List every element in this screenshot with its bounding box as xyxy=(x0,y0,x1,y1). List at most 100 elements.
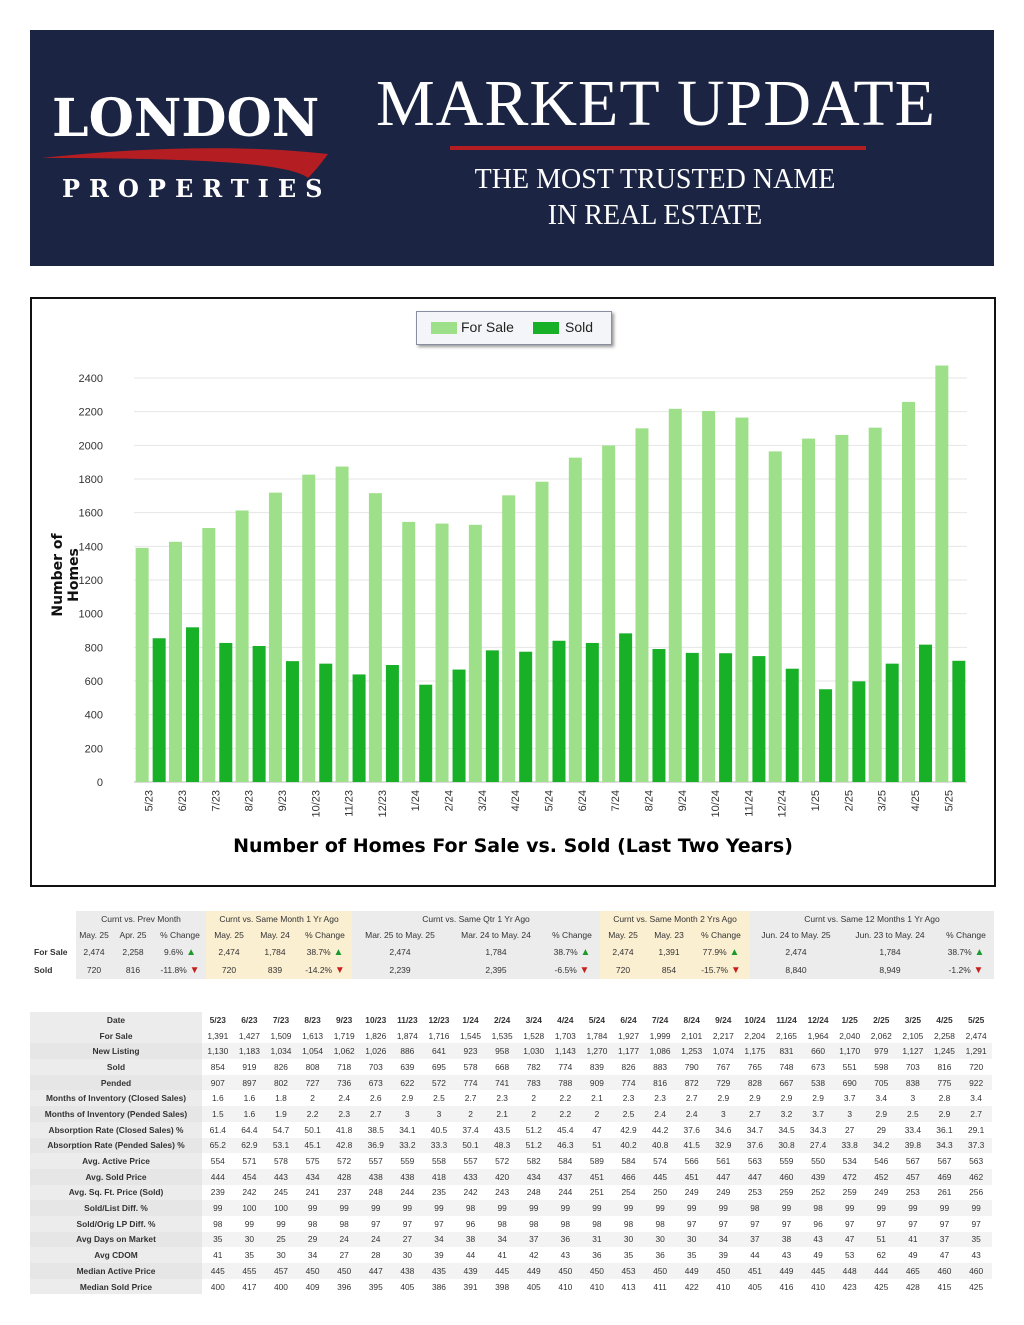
x-tick-label: 2/25 xyxy=(843,790,855,811)
table-cell: 44 xyxy=(750,1250,760,1261)
table-cell: 49 xyxy=(908,1250,918,1261)
table-cell: 51 xyxy=(581,1137,613,1154)
table-cell: 782 xyxy=(526,1061,541,1072)
date-column-header: 2/24 xyxy=(493,1014,511,1025)
table-row: Absorption Rate (Pended Sales) % 65.2 62.9… xyxy=(30,1137,992,1154)
table-cell: 449 xyxy=(675,1263,708,1279)
table-cell: 30 xyxy=(644,1231,676,1248)
logo-main-text: LONDON xyxy=(52,88,320,149)
date-column-header: 7/24 xyxy=(651,1014,669,1025)
comparison-cell: 1,784 xyxy=(842,943,938,961)
table-cell: 35 xyxy=(623,1250,634,1261)
date-column-header: 4/24 xyxy=(557,1014,574,1025)
table-cell: 98 xyxy=(213,1218,223,1229)
table-cell: 30 xyxy=(402,1250,413,1261)
y-tick-label: 2200 xyxy=(79,407,103,419)
table-cell: 99 xyxy=(928,1200,961,1216)
arrow-up-icon: ▲ xyxy=(726,946,740,958)
table-cell: 460 xyxy=(928,1263,961,1279)
table-cell: 249 xyxy=(716,1187,731,1198)
table-cell: 1,545 xyxy=(460,1030,482,1041)
table-cell: 1,026 xyxy=(359,1043,392,1060)
table-cell: 563 xyxy=(747,1156,762,1167)
subheader-cell: Mar. 24 to May. 24 xyxy=(448,927,544,943)
table-cell: 727 xyxy=(296,1074,329,1091)
table-cell: 2,040 xyxy=(839,1030,861,1041)
table-cell: 1,999 xyxy=(649,1030,671,1041)
table-cell: 99 xyxy=(581,1200,613,1216)
table-cell: 243 xyxy=(495,1187,510,1198)
logo-swoosh-icon xyxy=(42,148,328,178)
table-cell: 443 xyxy=(265,1168,297,1185)
x-tick-label: 12/23 xyxy=(377,790,389,818)
bar-for-sale xyxy=(568,457,582,782)
table-cell: 1,177 xyxy=(612,1043,645,1060)
table-cell: 51.2 xyxy=(517,1137,550,1154)
comparison-cell: 38.7% ▲ xyxy=(938,943,994,961)
header-banner: LONDON PROPERTIES MARKET UPDATE THE MOST… xyxy=(30,30,994,266)
date-column-header: 10/23 xyxy=(365,1014,387,1025)
row-label: Absorption Rate (Closed Sales) % xyxy=(30,1121,202,1138)
table-cell: 98 xyxy=(529,1218,539,1229)
table-cell: 30 xyxy=(612,1231,645,1248)
table-cell: 673 xyxy=(811,1061,826,1072)
bar-for-sale xyxy=(602,445,616,782)
comparison-cell: 720 xyxy=(600,961,646,979)
subheader-cell: % Change xyxy=(544,927,600,943)
subheader-cell: % Change xyxy=(154,927,206,943)
x-tick-label: 11/24 xyxy=(743,790,755,817)
x-tick-label: 4/24 xyxy=(510,790,522,811)
row-label: For Sale xyxy=(34,947,68,957)
table-cell: 43 xyxy=(781,1250,792,1261)
x-tick-label: 3/24 xyxy=(477,790,489,811)
table-cell: 802 xyxy=(265,1074,297,1091)
table-cell: 98 xyxy=(802,1200,834,1216)
table-cell: 1,291 xyxy=(960,1043,992,1060)
table-cell: 774 xyxy=(612,1074,645,1091)
bar-sold xyxy=(952,660,966,782)
table-cell: 33.8 xyxy=(833,1137,866,1154)
table-cell: 748 xyxy=(779,1061,794,1072)
row-label: Sold xyxy=(30,1059,202,1075)
table-cell: 451 xyxy=(675,1168,708,1185)
group-header: Curnt vs. Prev Month xyxy=(76,911,206,927)
bar-for-sale xyxy=(835,434,849,782)
table-cell: 44 xyxy=(465,1250,476,1261)
table-cell: 705 xyxy=(865,1074,898,1091)
table-cell: 922 xyxy=(960,1074,992,1091)
table-cell: 2,165 xyxy=(776,1030,797,1041)
table-cell: 249 xyxy=(684,1187,699,1198)
table-cell: 400 xyxy=(273,1281,288,1292)
x-tick-label: 9/24 xyxy=(677,790,689,811)
bar-for-sale xyxy=(868,427,882,782)
table-cell: 3 xyxy=(423,1106,455,1122)
table-cell: 97 xyxy=(876,1218,886,1229)
table-cell: 872 xyxy=(675,1074,708,1091)
table-cell: 27.4 xyxy=(802,1137,834,1154)
legend-swatch-sold xyxy=(533,322,559,334)
table-row: New Listing 1,130 1,183 1,034 1,054 1,062 1,02… xyxy=(30,1043,992,1060)
comparison-cell: 77.9% ▲ xyxy=(692,943,750,961)
market-detail-table: Date 5/23 6/23 7/23 8/23 9/23 10/23 11/23 12/23… xyxy=(30,1012,992,1295)
table-cell: 1,826 xyxy=(365,1030,387,1041)
table-cell: 39 xyxy=(434,1250,444,1261)
table-cell: 775 xyxy=(928,1074,961,1091)
x-tick-label: 4/25 xyxy=(910,790,922,811)
x-tick-label: 9/23 xyxy=(277,790,289,811)
table-cell: 40.2 xyxy=(612,1137,645,1154)
table-cell: 1,183 xyxy=(233,1043,266,1060)
x-tick-label: 10/24 xyxy=(710,790,722,818)
table-cell: 420 xyxy=(486,1168,518,1185)
bar-for-sale xyxy=(935,365,949,782)
table-cell: 53 xyxy=(845,1250,855,1261)
table-cell: 452 xyxy=(865,1168,898,1185)
table-cell: 2,258 xyxy=(933,1030,955,1041)
table-cell: 2.4 xyxy=(338,1093,350,1104)
row-label: Sold/List Diff. % xyxy=(30,1200,202,1216)
x-tick-label: 5/25 xyxy=(943,790,955,811)
comparison-cell: 9.6% ▲ xyxy=(154,943,206,961)
group-header: Curnt vs. Same Month 2 Yrs Ago xyxy=(600,911,750,927)
y-tick-label: 1200 xyxy=(79,575,103,587)
table-cell: 2 xyxy=(581,1106,613,1122)
table-cell: 557 xyxy=(368,1156,383,1167)
